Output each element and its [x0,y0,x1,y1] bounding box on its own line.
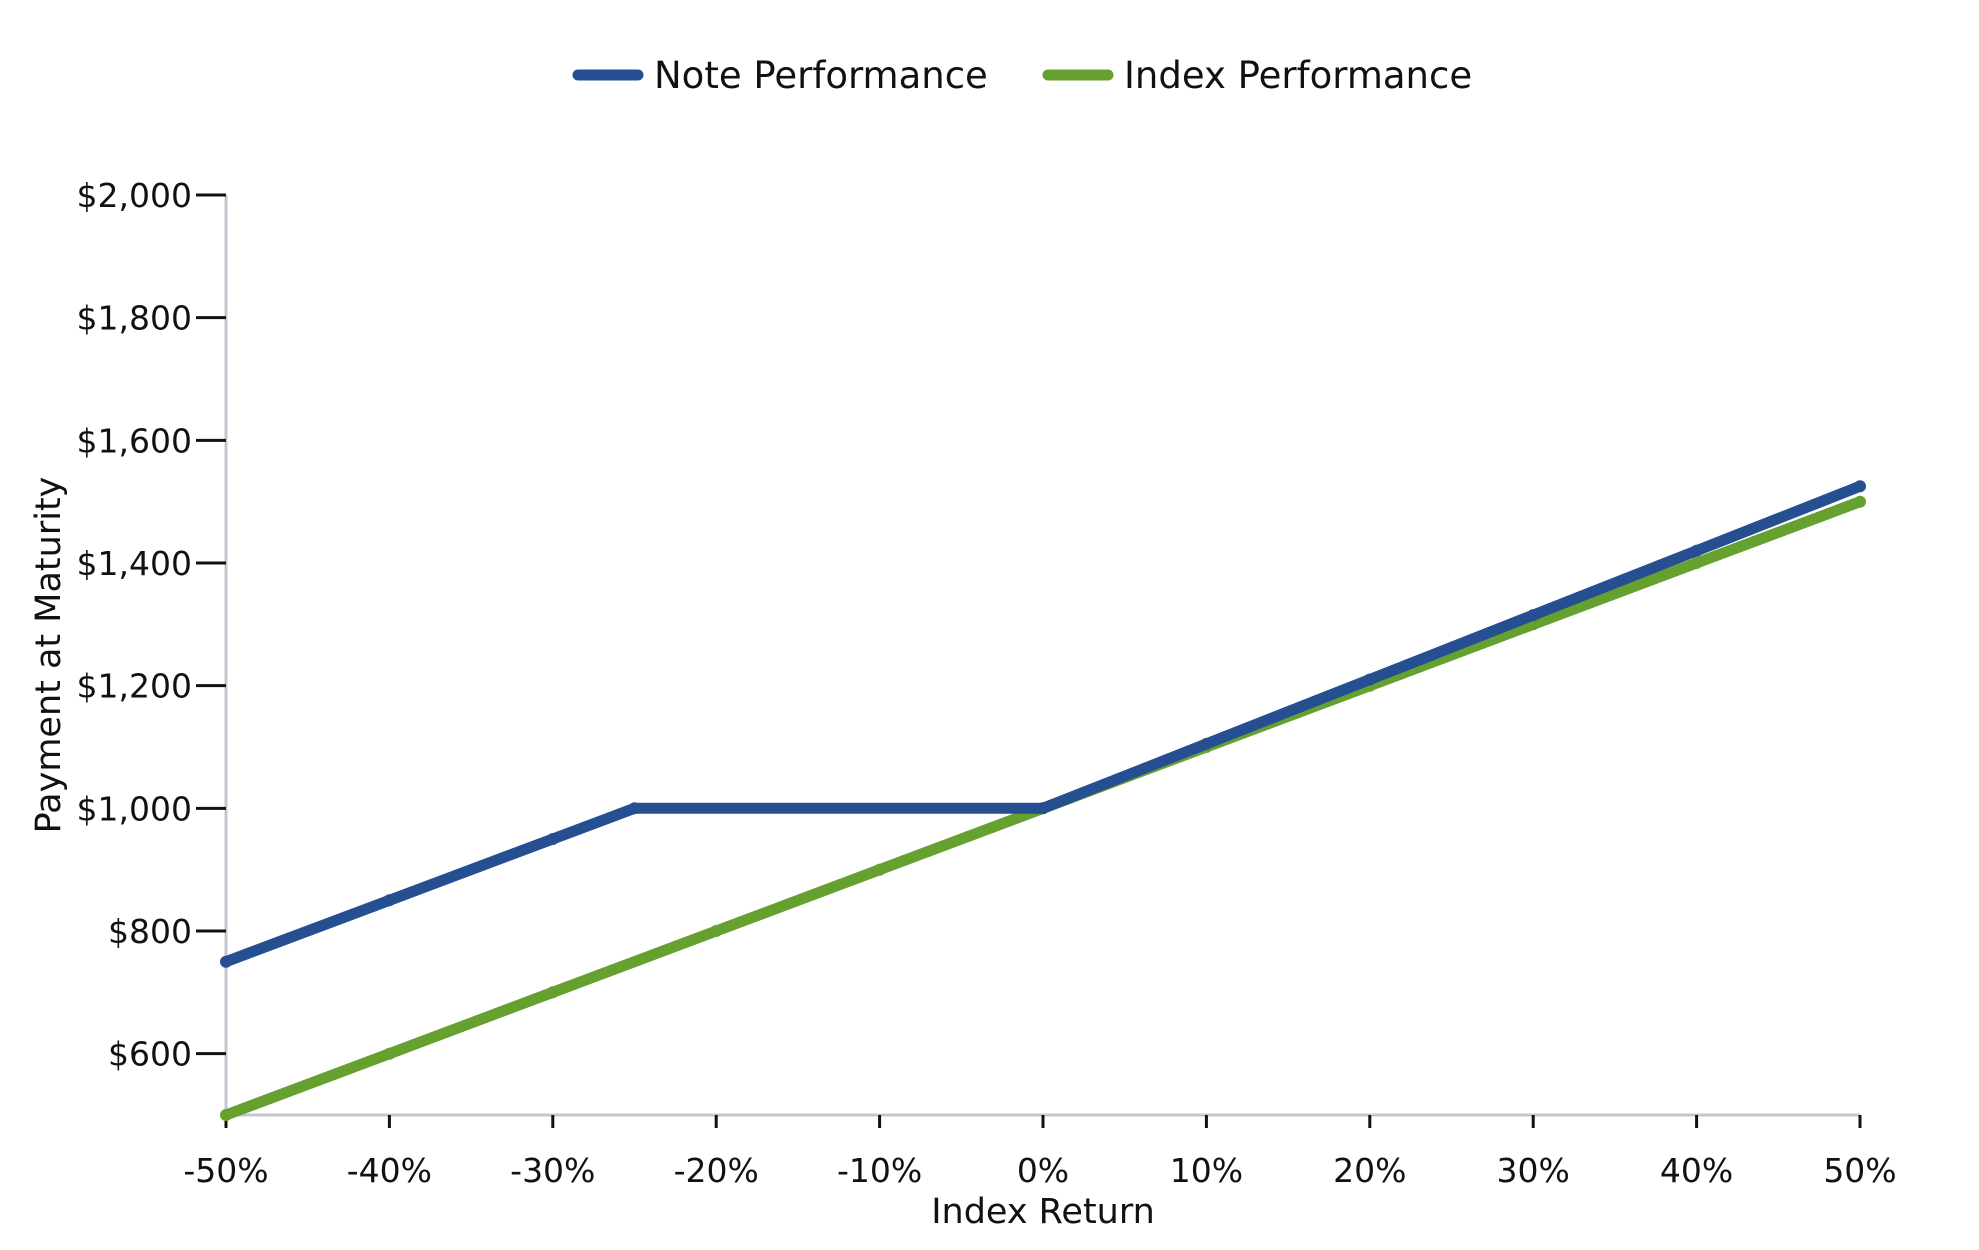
data-point-note-performance [628,802,641,815]
series-line-note-performance [220,480,1866,968]
x-tick-label: 40% [1660,1151,1733,1190]
data-point-index-performance [383,1047,396,1060]
data-point-note-performance [1527,609,1540,622]
data-point-index-performance [710,925,723,937]
data-point-note-performance [1363,673,1376,686]
data-point-note-performance [1690,544,1703,557]
x-tick-label: -30% [510,1151,595,1190]
data-point-note-performance [220,955,232,968]
series-group [220,480,1866,1121]
data-point-index-performance [873,863,886,876]
y-tick-label: $1,200 [77,667,192,706]
x-tick-label: -20% [674,1151,759,1190]
x-tick-label: 30% [1497,1151,1570,1190]
data-point-index-performance [546,986,559,999]
data-point-note-performance [1854,480,1866,493]
data-point-index-performance [220,1109,232,1121]
y-ticks: $600 $800 $1,000 $1,200 $1,400 $1,600 $1,800 $2… [77,176,226,1074]
y-tick-label: $1,800 [77,299,192,338]
x-tick-label: -10% [837,1151,922,1190]
x-tick-label: 10% [1170,1151,1243,1190]
x-tick-label: -50% [183,1151,268,1190]
data-point-index-performance [1854,495,1866,508]
x-tick-label: 20% [1333,1151,1406,1190]
x-ticks: -50% -40% -30% -20% -10% 0% 10% 20% 30% 40% 50% [183,1115,1897,1190]
data-point-note-performance [546,833,559,845]
y-tick-label: $1,600 [77,421,192,460]
y-tick-label: $600 [108,1035,192,1074]
y-axis-title: Payment at Maturity [29,477,69,834]
data-point-index-performance [1690,557,1703,569]
x-tick-label: 0% [1017,1151,1069,1190]
data-point-note-performance [1037,802,1049,815]
data-point-note-performance [1200,737,1213,750]
y-tick-label: $800 [108,912,192,951]
x-tick-label: -40% [347,1151,432,1190]
x-axis-title: Index Return [931,1192,1155,1232]
y-tick-label: $1,000 [77,789,192,828]
x-tick-label: 50% [1823,1151,1896,1190]
data-point-note-performance [383,894,396,907]
legend-label-note-performance: Note Performance [654,54,988,97]
legend-label-index-performance: Index Performance [1124,54,1472,97]
y-tick-label: $1,400 [77,544,192,583]
legend: Note Performance Index Performance [572,54,1472,97]
axes [224,195,1860,1117]
y-tick-label: $2,000 [77,176,192,215]
